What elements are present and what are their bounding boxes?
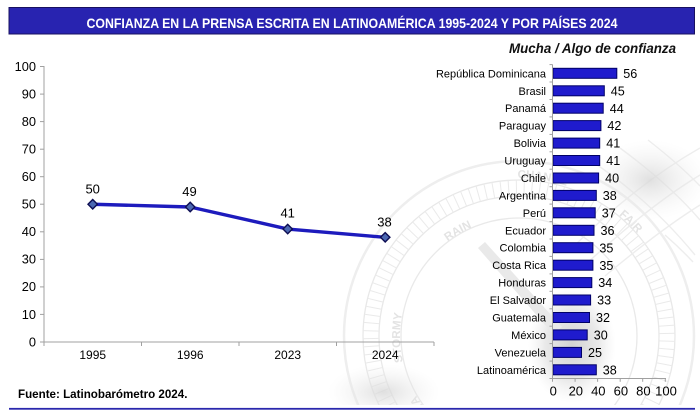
svg-text:36: 36	[601, 224, 615, 238]
svg-text:Chile: Chile	[521, 173, 546, 185]
svg-text:CONFIANZA EN LA PRENSA ESCRITA: CONFIANZA EN LA PRENSA ESCRITA EN LATINO…	[87, 15, 618, 31]
svg-text:Costa Rica: Costa Rica	[492, 260, 547, 272]
svg-text:38: 38	[377, 215, 391, 230]
svg-text:38: 38	[603, 363, 617, 377]
svg-text:41: 41	[606, 154, 620, 168]
svg-text:41: 41	[280, 206, 294, 221]
svg-text:1995: 1995	[79, 348, 106, 362]
svg-text:37: 37	[602, 206, 616, 220]
svg-text:0: 0	[550, 384, 557, 399]
svg-text:20: 20	[22, 279, 36, 294]
svg-text:70: 70	[22, 142, 36, 157]
svg-text:50: 50	[85, 182, 99, 197]
svg-text:Paraguay: Paraguay	[499, 121, 547, 133]
svg-text:80: 80	[22, 114, 36, 129]
svg-text:Fuente: Latinobarómetro 2024.: Fuente: Latinobarómetro 2024.	[18, 388, 187, 401]
svg-text:33: 33	[597, 294, 611, 308]
svg-text:100: 100	[655, 384, 677, 399]
svg-text:República Dominicana: República Dominicana	[436, 68, 547, 80]
svg-text:25: 25	[588, 346, 602, 360]
svg-text:1996: 1996	[177, 348, 204, 362]
svg-text:STORMY: STORMY	[391, 312, 406, 364]
svg-text:35: 35	[599, 259, 613, 273]
svg-text:El Salvador: El Salvador	[490, 295, 547, 307]
svg-text:20: 20	[569, 384, 583, 399]
svg-text:80: 80	[636, 384, 650, 399]
svg-text:49: 49	[182, 184, 196, 199]
svg-text:Ecuador: Ecuador	[505, 225, 546, 237]
svg-text:Brasil: Brasil	[518, 86, 546, 98]
svg-text:40: 40	[591, 384, 605, 399]
svg-text:41: 41	[606, 137, 620, 151]
svg-text:60: 60	[614, 384, 628, 399]
svg-text:Guatemala: Guatemala	[492, 313, 547, 325]
svg-text:Mucha / Algo de confianza: Mucha / Algo de confianza	[509, 41, 676, 57]
svg-text:32: 32	[596, 311, 610, 325]
svg-text:45: 45	[611, 84, 625, 98]
svg-text:Venezuela: Venezuela	[495, 347, 547, 359]
svg-text:100: 100	[15, 59, 36, 74]
svg-text:30: 30	[594, 329, 608, 343]
svg-text:50: 50	[22, 197, 36, 212]
svg-text:40: 40	[22, 224, 36, 239]
svg-text:México: México	[511, 330, 546, 342]
svg-text:2023: 2023	[274, 348, 301, 362]
svg-text:56: 56	[623, 67, 637, 81]
svg-text:Bolivia: Bolivia	[514, 138, 547, 150]
svg-text:Perú: Perú	[523, 208, 546, 220]
svg-text:RAIN: RAIN	[442, 219, 473, 244]
svg-text:35: 35	[599, 241, 613, 255]
svg-text:10: 10	[22, 307, 36, 322]
svg-text:Latinoamérica: Latinoamérica	[477, 365, 547, 377]
svg-text:90: 90	[22, 86, 36, 101]
svg-text:38: 38	[603, 189, 617, 203]
svg-text:Uruguay: Uruguay	[504, 156, 546, 168]
svg-text:34: 34	[598, 276, 612, 290]
svg-text:30: 30	[22, 252, 36, 267]
svg-text:0: 0	[29, 334, 36, 349]
svg-text:Colombia: Colombia	[500, 243, 547, 255]
svg-text:Honduras: Honduras	[498, 278, 546, 290]
svg-text:40: 40	[605, 172, 619, 186]
svg-text:Panamá: Panamá	[505, 103, 547, 115]
svg-text:44: 44	[610, 102, 624, 116]
svg-text:Argentina: Argentina	[499, 190, 547, 202]
svg-text:2024: 2024	[372, 348, 399, 362]
svg-text:42: 42	[607, 119, 621, 133]
svg-text:60: 60	[22, 169, 36, 184]
